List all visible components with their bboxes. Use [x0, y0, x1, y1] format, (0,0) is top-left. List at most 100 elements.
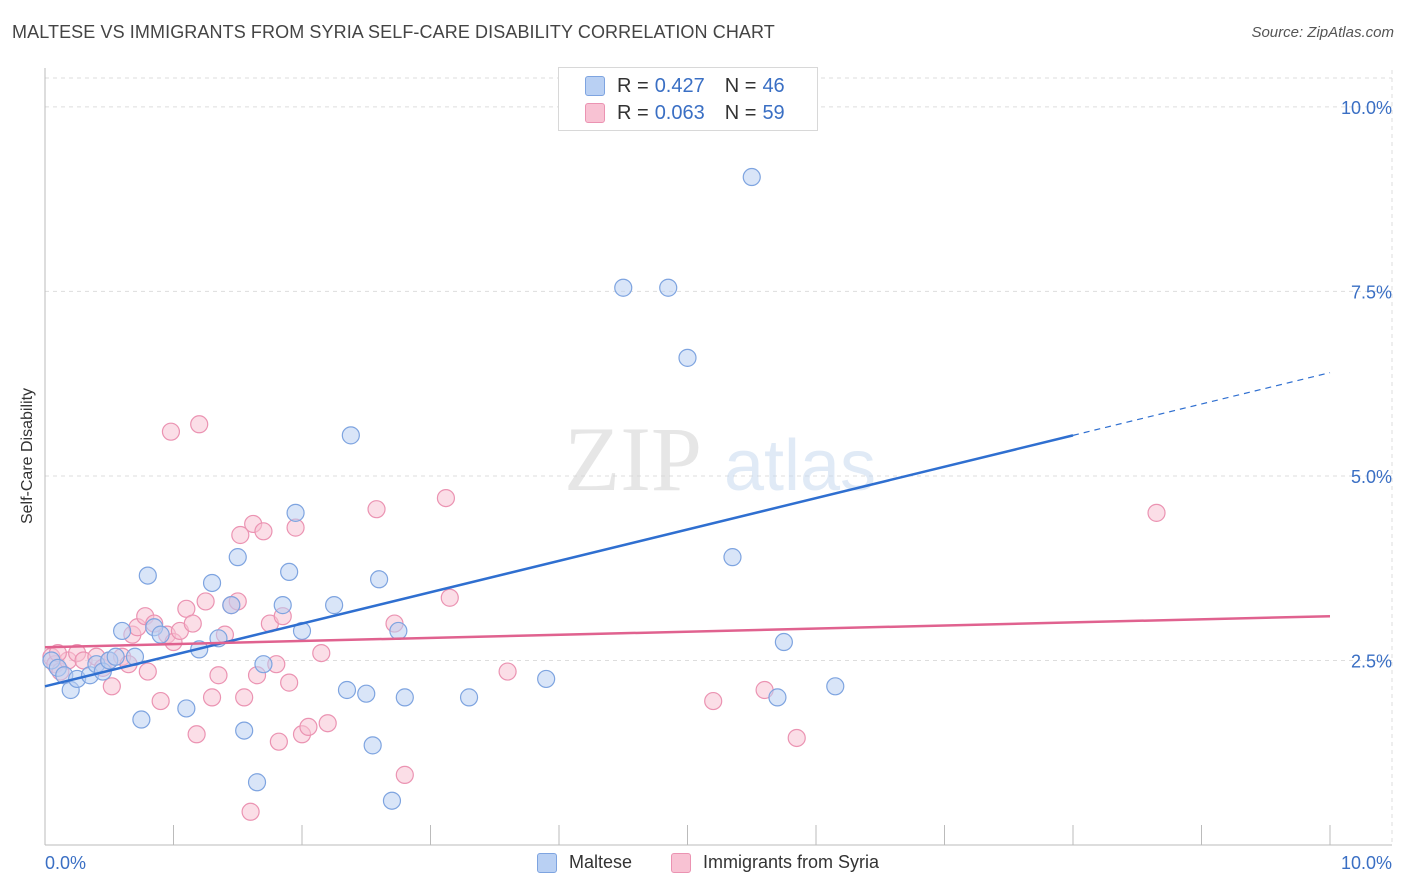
legend-item-syria[interactable]: Immigrants from Syria — [671, 852, 879, 873]
legend-label-maltese: Maltese — [569, 852, 633, 872]
syria-point — [436, 488, 456, 508]
maltese-swatch — [585, 76, 605, 96]
legend-row-syria: R = 0.063 N = 59 — [585, 101, 785, 125]
maltese-point — [235, 721, 254, 740]
syria-point — [231, 525, 250, 545]
maltese-point — [774, 632, 793, 652]
legend-row-maltese: R = 0.427 N = 46 — [585, 74, 785, 98]
maltese-point — [357, 684, 376, 703]
maltese-point — [363, 736, 382, 755]
maltese-point — [459, 688, 479, 707]
syria-point — [151, 691, 170, 711]
grid-lines — [45, 70, 1393, 845]
syria-trend-line — [44, 614, 1331, 649]
syria-point — [196, 592, 215, 611]
maltese-point — [382, 791, 402, 810]
legend-n-value: 59 — [762, 101, 785, 124]
syria-point — [138, 662, 157, 681]
syria-point — [202, 688, 222, 707]
syria-swatch — [671, 852, 691, 873]
maltese-point — [132, 710, 151, 729]
watermark: ZIP atlas — [564, 408, 876, 510]
syria-point — [704, 691, 723, 711]
maltese-point — [341, 426, 360, 445]
syria-point — [190, 415, 209, 434]
maltese-point — [370, 570, 389, 589]
syria-point — [209, 666, 228, 685]
maltese-point — [325, 596, 344, 615]
syria-point — [498, 662, 517, 681]
maltese-point — [177, 699, 196, 718]
syria-point — [269, 732, 288, 751]
maltese-point — [286, 503, 305, 522]
legend-n-value: 46 — [762, 74, 785, 97]
maltese-point — [389, 621, 408, 641]
stats-legend: R = 0.427 N = 46 R = 0.063 N = 59 — [558, 67, 818, 131]
syria-point — [161, 422, 181, 441]
syria-point — [318, 714, 337, 733]
legend-r-value: 0.427 — [654, 74, 705, 97]
legend-r-value: 0.063 — [654, 101, 705, 124]
syria-point — [367, 500, 386, 519]
syria-point — [183, 614, 202, 633]
syria-point — [787, 728, 806, 748]
maltese-swatch — [537, 852, 557, 873]
maltese-trend-line — [44, 434, 1074, 688]
maltese-point — [537, 669, 556, 689]
y-tick-label: 2.5% — [1351, 651, 1392, 671]
syria-point — [102, 677, 121, 696]
maltese-point — [106, 647, 125, 666]
maltese-point — [337, 680, 357, 700]
maltese-point — [273, 596, 292, 615]
y-tick-label: 5.0% — [1351, 467, 1392, 487]
watermark-zip: ZIP — [564, 408, 702, 510]
syria-point — [395, 765, 414, 784]
syria-point — [299, 717, 318, 737]
watermark-atlas: atlas — [724, 426, 876, 506]
x-tick-label: 0.0% — [45, 853, 86, 873]
maltese-point — [247, 773, 267, 792]
syria-point — [241, 802, 260, 821]
maltese-point — [768, 688, 787, 707]
maltese-point — [826, 677, 845, 696]
syria-point — [254, 522, 273, 541]
legend-n-label: N = — [724, 101, 757, 124]
maltese-point — [678, 348, 697, 367]
maltese-point — [659, 278, 678, 297]
axes — [44, 68, 1392, 846]
y-tick-label: 10.0% — [1341, 98, 1392, 118]
trend-lines — [44, 372, 1331, 688]
syria-point — [280, 673, 299, 692]
legend-label-syria: Immigrants from Syria — [703, 852, 880, 872]
maltese-point — [742, 167, 761, 187]
source-label: Source: ZipAtlas.com — [1251, 24, 1394, 41]
maltese-point — [280, 562, 299, 582]
maltese-point — [723, 548, 742, 567]
maltese-trend-extension — [1072, 372, 1331, 436]
x-tick-label: 10.0% — [1341, 853, 1392, 873]
legend-r-label: R = — [617, 74, 649, 97]
maltese-point — [614, 278, 633, 297]
maltese-point — [222, 596, 241, 615]
maltese-point — [395, 688, 414, 707]
syria-point — [312, 643, 331, 663]
maltese-point — [228, 548, 247, 567]
series-legend: Maltese Immigrants from Syria — [0, 852, 1406, 878]
legend-n-label: N = — [724, 74, 757, 97]
maltese-point — [254, 655, 273, 674]
y-tick-label: 7.5% — [1351, 282, 1392, 302]
maltese-point — [112, 621, 132, 641]
chart-title: MALTESE VS IMMIGRANTS FROM SYRIA SELF-CA… — [12, 22, 775, 42]
maltese-point — [138, 566, 157, 585]
maltese-point — [151, 625, 170, 644]
maltese-point — [202, 573, 222, 593]
legend-item-maltese[interactable]: Maltese — [537, 852, 632, 873]
syria-swatch — [585, 103, 605, 123]
syria-point — [440, 588, 459, 607]
syria-point — [187, 725, 206, 744]
legend-r-label: R = — [617, 101, 649, 124]
tick-labels: 2.5% 5.0% 7.5% 10.0% 0.0% 10.0% — [45, 98, 1392, 873]
syria-point — [1147, 503, 1166, 522]
syria-point — [235, 688, 254, 707]
